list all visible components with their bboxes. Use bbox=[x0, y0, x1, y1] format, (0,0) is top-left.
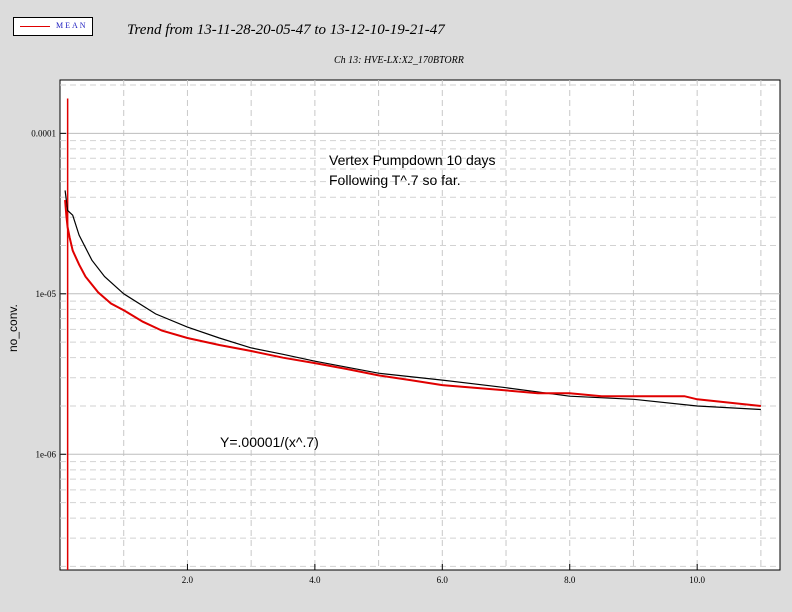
series-mean-line bbox=[64, 199, 762, 407]
legend-line-mean bbox=[20, 26, 50, 27]
chart-title: Trend from 13-11-28-20-05-47 to 13-12-10… bbox=[127, 22, 445, 38]
legend-label-mean: MEAN bbox=[56, 21, 88, 30]
y-tick-label: 0.0001 bbox=[31, 128, 56, 138]
y-axis-title: no_conv. bbox=[6, 304, 20, 352]
series-layer bbox=[64, 98, 762, 570]
annotation-formula: Y=.00001/(x^.7) bbox=[220, 434, 319, 450]
plot-area bbox=[59, 79, 781, 571]
tick-labels: 2.0 4.0 6.0 8.0 10.0 0.0001 1e-05 1e-06 bbox=[31, 128, 705, 585]
x-tick-label: 6.0 bbox=[437, 575, 449, 585]
chart-subtitle: Ch 13: HVE-LX:X2_170BTORR bbox=[334, 55, 464, 66]
y-tick-label: 1e-05 bbox=[36, 289, 57, 299]
series-fit-line bbox=[64, 190, 761, 411]
x-tick-label: 10.0 bbox=[689, 575, 705, 585]
annotation-line-1: Vertex Pumpdown 10 days bbox=[329, 152, 496, 168]
x-tick-label: 4.0 bbox=[309, 575, 321, 585]
y-tick-label: 1e-06 bbox=[36, 449, 57, 459]
grid-lines bbox=[60, 80, 780, 570]
annotation-line-2: Following T^.7 so far. bbox=[329, 172, 461, 188]
x-tick-label: 8.0 bbox=[564, 575, 576, 585]
legend-box: MEAN bbox=[13, 17, 93, 36]
x-tick-label: 2.0 bbox=[182, 575, 194, 585]
